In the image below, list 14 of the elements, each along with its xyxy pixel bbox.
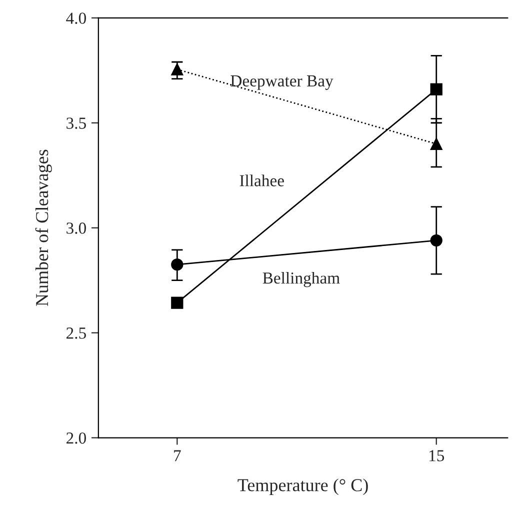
series-label: Illahee — [240, 174, 284, 186]
y-axis-title: Number of Cleavages — [35, 150, 52, 306]
y-tick-label: 4.0 — [66, 12, 86, 24]
series-label: Bellingham — [262, 272, 340, 288]
x-tick-label: 7 — [174, 450, 181, 462]
y-tick-label: 3.5 — [66, 118, 86, 129]
y-tick-label: 3.0 — [66, 222, 86, 234]
x-tick-label: 15 — [429, 450, 444, 462]
x-axis-title: Temperature (° C) — [238, 478, 368, 495]
y-tick-label: 2.0 — [66, 432, 86, 444]
series-label: Deepwater Bay — [230, 75, 334, 90]
point — [171, 296, 184, 309]
point — [430, 83, 442, 96]
y-tick-label: 2.5 — [66, 328, 86, 339]
